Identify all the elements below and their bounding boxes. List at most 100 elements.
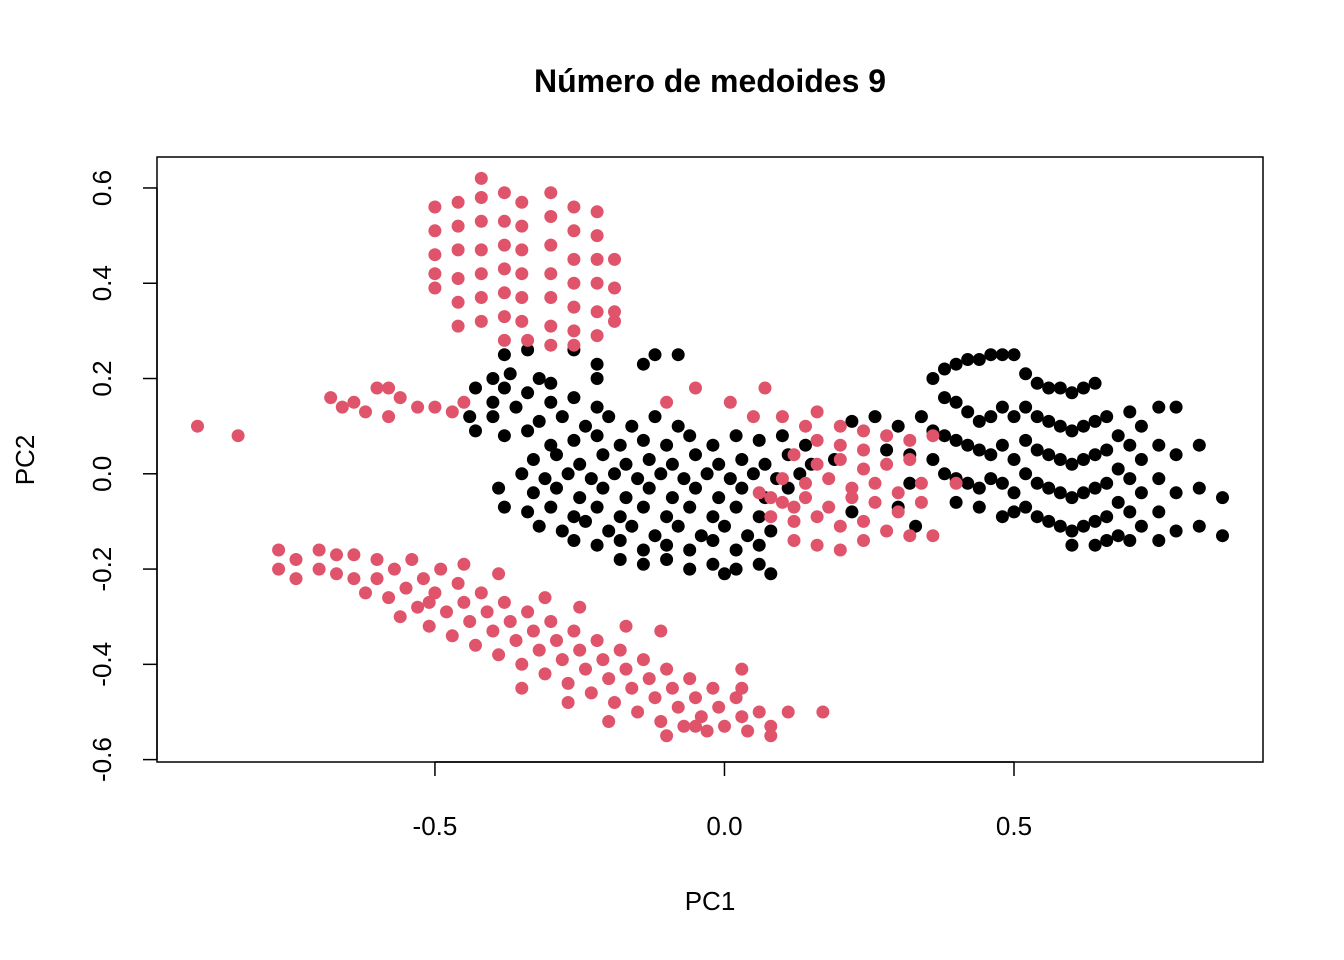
data-point [903,476,917,490]
data-point [544,210,558,223]
data-point [799,419,812,433]
x-tick-label: 0.0 [706,811,742,841]
data-point [515,291,529,304]
data-point [497,186,511,200]
data-point [521,505,535,519]
data-point [1123,405,1137,419]
data-point [1216,491,1229,505]
data-point [347,395,361,409]
data-point [521,333,535,347]
data-point [590,429,604,443]
data-point [1088,376,1102,390]
data-point [497,214,511,228]
data-point [532,414,546,428]
data-point [515,219,529,233]
data-point [1019,367,1033,381]
data-point [706,438,720,452]
data-point [567,300,581,314]
data-point [579,419,592,433]
data-point [891,505,905,519]
data-point [1152,400,1166,414]
data-point [636,557,650,571]
data-point [474,214,488,228]
data-point [619,491,633,505]
data-point [457,557,471,571]
data-point [995,510,1009,524]
data-point [949,476,963,490]
data-point [683,562,697,576]
data-point [451,243,465,257]
data-point [532,643,546,657]
data-point [608,305,621,319]
data-point [1053,453,1067,466]
data-point [619,662,633,676]
data-point [602,410,616,424]
data-point [590,634,604,647]
data-point [729,691,743,705]
data-point [741,529,755,543]
data-point [972,443,986,457]
data-point [758,457,772,471]
data-point [706,534,720,547]
data-point [1030,410,1044,424]
data-point [492,481,506,495]
data-point [428,200,442,214]
data-point [665,491,679,505]
data-point [891,486,905,500]
data-point [1169,486,1183,500]
data-point [370,553,384,566]
data-point [857,443,870,457]
data-point [665,681,679,695]
data-point [544,238,558,252]
data-point [810,405,824,419]
data-point [515,314,529,328]
data-point [1134,453,1148,466]
data-point [515,267,529,281]
data-point [590,305,604,319]
data-point [984,448,998,462]
data-point [422,595,436,609]
data-point [671,700,685,714]
data-point [347,548,361,562]
data-point [1065,538,1079,552]
data-point [1111,462,1125,476]
data-point [1053,519,1067,533]
data-point [625,519,639,533]
data-point [555,524,569,538]
data-point [428,248,442,262]
data-point [573,643,587,657]
data-point [1030,443,1044,457]
data-point [544,186,558,200]
data-point [636,543,650,557]
data-point [370,381,384,395]
data-point [1134,419,1148,433]
data-point [1152,534,1166,547]
data-point [799,491,812,505]
data-point [492,648,506,662]
data-point [636,653,650,667]
data-point [857,514,870,528]
data-point [521,386,535,400]
data-point [735,481,749,495]
data-point [845,414,859,428]
data-point [497,310,511,324]
data-point [775,410,789,424]
data-point [764,729,778,743]
data-point [1065,424,1079,438]
data-point [382,591,396,605]
data-point [822,500,836,514]
data-point [515,681,529,695]
data-point [289,553,303,566]
data-point [440,605,453,619]
data-point [509,634,523,647]
data-point [712,491,726,505]
data-point [718,519,731,533]
data-point [648,348,662,362]
data-point [567,534,581,547]
data-point [891,419,905,433]
data-point [393,610,407,624]
data-point [880,429,894,443]
y-tick-label: 0.2 [87,360,117,396]
data-point [608,314,621,328]
data-point [648,410,662,424]
